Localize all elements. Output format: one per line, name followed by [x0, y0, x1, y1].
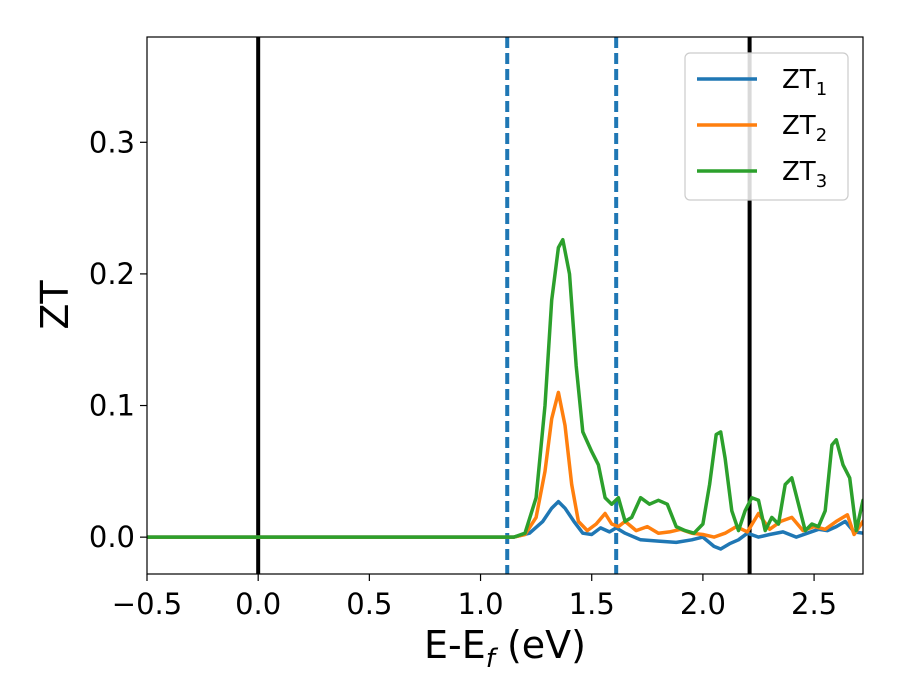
plot-frame: [146, 36, 864, 575]
legend-label-1: ZT1: [782, 65, 827, 100]
x-tick-label: 1.5: [569, 587, 615, 621]
series-lines: [147, 237, 863, 551]
x-tick-label: 0.0: [235, 587, 281, 621]
y-tick-label: 0.2: [89, 257, 135, 291]
reference-lines: [256, 37, 752, 574]
y-tick-label: 0.3: [89, 125, 135, 159]
x-tick-label: −0.5: [112, 587, 182, 621]
x-axis: −0.5 0.0 0.5 1.0 1.5 2.0 2.5: [112, 574, 837, 621]
x-label-rest: (eV): [495, 623, 586, 667]
x-tick-label: 1.0: [457, 587, 503, 621]
x-tick-label: 2.5: [791, 587, 837, 621]
y-tick-label: 0.1: [89, 389, 135, 423]
legend: ZT1 ZT2 ZT3: [684, 52, 849, 201]
y-tick-label: 0.0: [89, 520, 135, 554]
x-tick-label: 2.0: [680, 587, 726, 621]
legend-label-3: ZT3: [782, 157, 827, 192]
series-line-2: [147, 390, 863, 539]
x-tick-label: 0.5: [346, 587, 392, 621]
legend-box: [684, 52, 849, 201]
x-axis-label: E-Ef (eV): [424, 623, 586, 674]
series-line-3: [147, 237, 863, 539]
legend-label-2: ZT2: [782, 111, 827, 146]
y-axis-label: ZT: [33, 280, 77, 330]
y-axis: 0.0 0.1 0.2 0.3: [89, 125, 147, 554]
x-label-main: E-E: [424, 623, 486, 667]
series-line-1: [147, 499, 863, 551]
